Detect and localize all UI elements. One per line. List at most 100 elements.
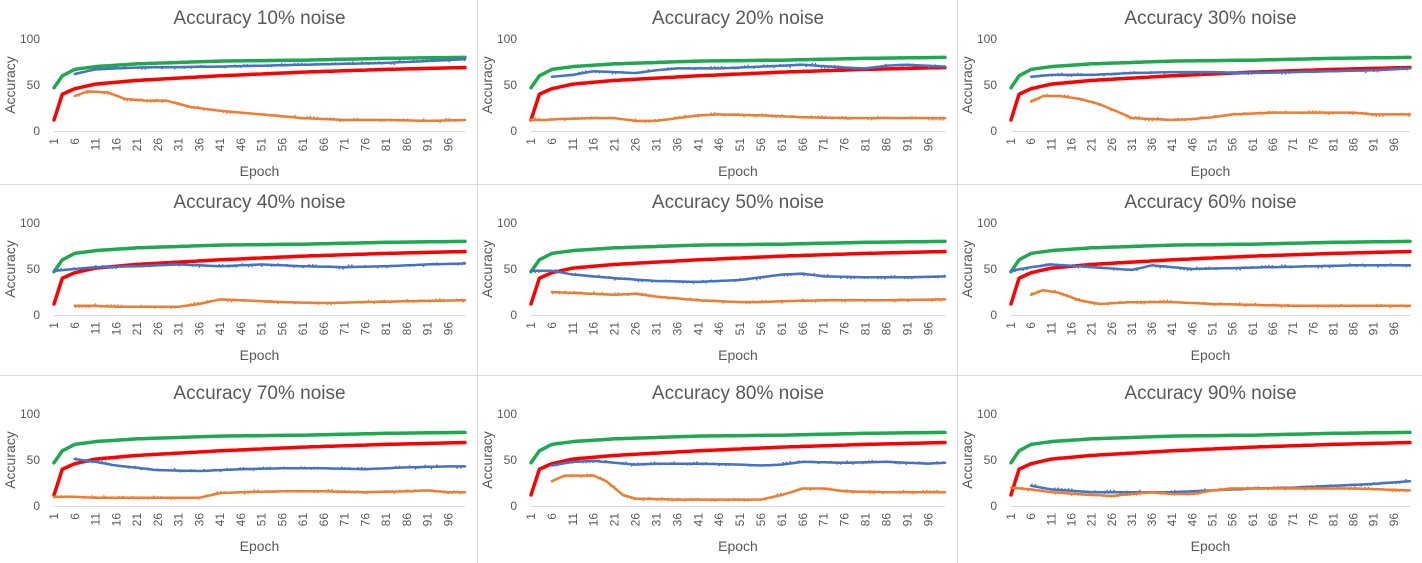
x-tick-label: 41 (213, 138, 227, 152)
x-tick-label: 61 (296, 513, 310, 527)
x-tick-label: 16 (587, 138, 601, 152)
y-tick-label: 50 (504, 453, 518, 467)
x-tick-label: 96 (1387, 322, 1401, 336)
chart-panel: Accuracy 10% noise 0 50 100 1 6 11 16 21 26 31 36 41… (0, 0, 477, 184)
series-red-line (52, 440, 467, 497)
x-tick-label: 61 (775, 513, 789, 527)
x-tick-label: 41 (691, 322, 705, 336)
x-tick-label: 21 (608, 138, 622, 152)
x-axis-label: Epoch (240, 163, 280, 179)
x-axis-label: Epoch (1191, 163, 1231, 179)
x-tick-label: 81 (859, 138, 873, 152)
series-red-line (529, 249, 947, 306)
x-tick-label: 91 (1367, 322, 1381, 336)
y-tick-label: 50 (27, 78, 41, 92)
x-tick-label: 61 (296, 322, 310, 336)
x-axis-label: Epoch (240, 347, 280, 363)
series-blue-line (550, 63, 947, 78)
x-tick-label: 36 (670, 322, 684, 336)
x-tick-label: 61 (1246, 513, 1260, 527)
x-tick-label: 31 (172, 322, 186, 336)
x-tick-label: 66 (1266, 322, 1280, 336)
x-tick-label: 46 (712, 138, 726, 152)
y-axis-label: Accuracy (2, 431, 18, 489)
series-orange-line (550, 474, 947, 501)
x-tick-label: 61 (1246, 138, 1260, 152)
x-tick-label: 31 (1125, 138, 1139, 152)
series-orange-line (550, 290, 947, 304)
x-tick-label: 66 (796, 138, 810, 152)
chart-panel: Accuracy 70% noise 0 50 100 1 6 11 16 21 26 31 36 41… (0, 375, 477, 563)
x-tick-label: 96 (441, 322, 455, 336)
x-tick-label: 96 (1387, 138, 1401, 152)
x-tick-label: 1 (524, 322, 538, 329)
chart-title: Accuracy 60% noise (1124, 192, 1296, 213)
panel-divider (477, 0, 478, 563)
chart-panel: Accuracy 20% noise 0 50 100 1 6 11 16 21 26 31 36 41… (477, 0, 957, 184)
y-tick-label: 100 (20, 32, 40, 46)
x-tick-label: 51 (255, 138, 269, 152)
x-tick-label: 26 (151, 322, 165, 336)
x-tick-label: 56 (1226, 322, 1240, 336)
x-tick-label: 6 (545, 138, 559, 145)
y-tick-label: 50 (984, 262, 998, 276)
x-tick-label: 66 (1266, 138, 1280, 152)
x-tick-label: 71 (1286, 138, 1300, 152)
y-tick-label: 100 (977, 32, 997, 46)
x-tick-label: 81 (1326, 513, 1340, 527)
x-tick-label: 81 (379, 513, 393, 527)
x-axis-label: Epoch (240, 538, 280, 554)
x-tick-label: 66 (317, 138, 331, 152)
y-axis-label: Accuracy (959, 240, 975, 298)
x-tick-label: 1 (524, 513, 538, 520)
x-tick-label: 91 (421, 322, 435, 336)
x-tick-label: 81 (379, 138, 393, 152)
x-tick-label: 71 (338, 513, 352, 527)
x-tick-label: 26 (151, 138, 165, 152)
x-tick-label: 71 (338, 138, 352, 152)
chart-panel: Accuracy 90% noise 0 50 100 1 6 11 16 21 26 31 36 41… (957, 375, 1422, 563)
x-axis-label: Epoch (1191, 538, 1231, 554)
x-tick-label: 96 (441, 138, 455, 152)
y-tick-label: 0 (510, 499, 517, 513)
series-orange-line (1029, 288, 1412, 308)
series-blue-raw-line (74, 57, 466, 75)
x-tick-label: 46 (1185, 138, 1199, 152)
y-axis-label: Accuracy (479, 431, 495, 489)
y-tick-label: 0 (990, 124, 997, 138)
x-tick-label: 86 (400, 513, 414, 527)
x-tick-label: 36 (192, 513, 206, 527)
x-tick-label: 96 (921, 138, 935, 152)
x-tick-label: 96 (921, 513, 935, 527)
x-tick-label: 86 (400, 138, 414, 152)
x-tick-label: 86 (1347, 138, 1361, 152)
x-tick-label: 16 (587, 322, 601, 336)
x-tick-label: 36 (192, 322, 206, 336)
chart-title: Accuracy 80% noise (652, 383, 824, 404)
x-tick-label: 41 (1165, 138, 1179, 152)
x-tick-label: 91 (900, 322, 914, 336)
y-tick-label: 100 (497, 216, 517, 230)
x-tick-label: 51 (733, 322, 747, 336)
x-tick-label: 16 (109, 513, 123, 527)
x-tick-label: 96 (1387, 513, 1401, 527)
y-tick-label: 0 (510, 124, 517, 138)
x-tick-label: 56 (754, 513, 768, 527)
x-tick-label: 91 (900, 513, 914, 527)
x-tick-label: 51 (1206, 138, 1220, 152)
x-tick-label: 11 (89, 513, 103, 526)
y-tick-label: 100 (977, 407, 997, 421)
series-orange-line (52, 489, 467, 499)
x-tick-label: 46 (1185, 513, 1199, 527)
series-orange-line (1009, 486, 1412, 498)
x-axis-label: Epoch (1191, 347, 1231, 363)
x-tick-label: 31 (649, 513, 663, 527)
x-tick-label: 76 (358, 138, 372, 152)
x-tick-label: 1 (524, 138, 538, 145)
x-tick-label: 6 (545, 322, 559, 329)
series-red-line (1009, 65, 1412, 122)
x-tick-label: 76 (358, 513, 372, 527)
y-tick-label: 0 (990, 308, 997, 322)
series-red-line (52, 249, 467, 306)
